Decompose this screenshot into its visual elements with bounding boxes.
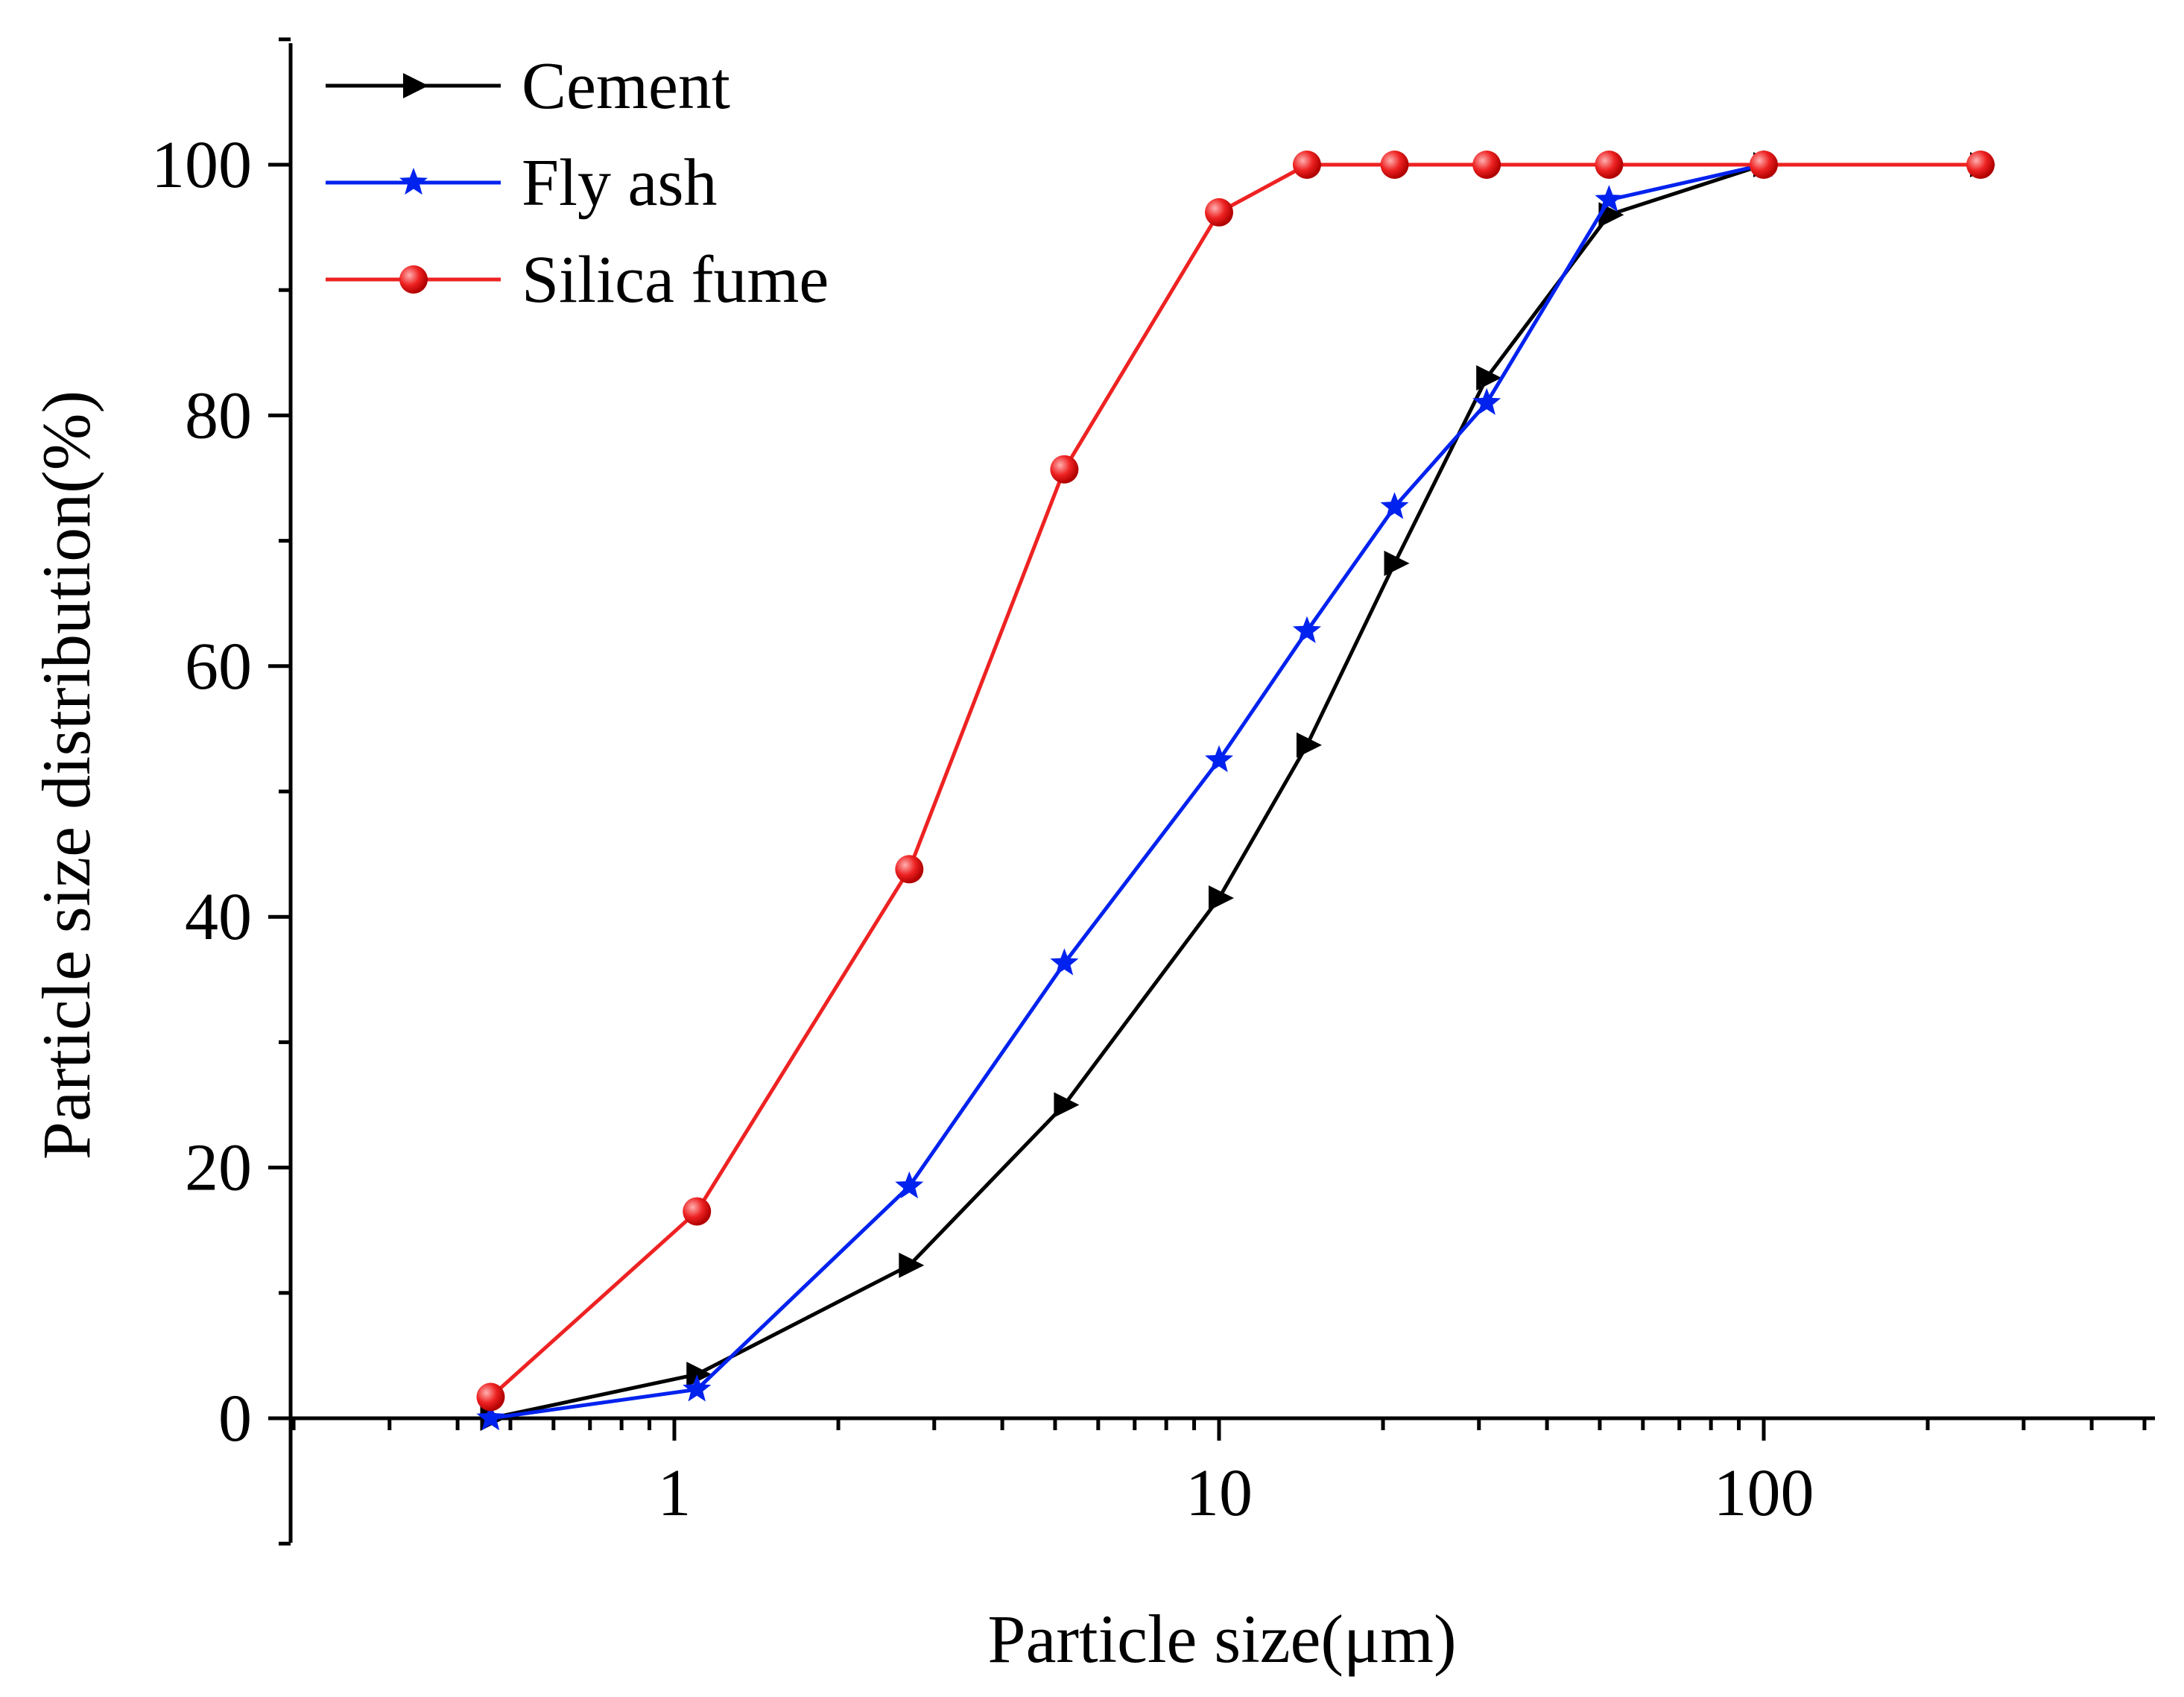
cement-point (1296, 732, 1322, 758)
cement-line (490, 162, 1981, 1421)
cement-point (1054, 1092, 1080, 1118)
silica-fume-series (476, 151, 1995, 1412)
legend-swatch-marker (399, 265, 428, 294)
fly-ash-point (1472, 388, 1501, 415)
silica-fume-point (1380, 151, 1409, 179)
cement-series (480, 152, 1995, 1431)
x-tick-label: 1 (658, 1456, 691, 1530)
fly-ash-point (1050, 948, 1079, 976)
legend-item-fly-ash: Fly ash (326, 146, 718, 220)
silica-fume-line (489, 162, 1981, 1399)
legend-swatch-marker (399, 168, 428, 195)
fly-ash-point (895, 1171, 924, 1198)
fly-ash-point (1380, 492, 1409, 519)
y-tick-label: 20 (185, 1131, 252, 1205)
silica-fume-point (1966, 151, 1995, 179)
fly-ash-point (683, 1374, 712, 1402)
x-tick-labels: 1 10 100 (658, 1456, 1814, 1530)
silica-fume-point (1205, 197, 1233, 227)
cement-point (1209, 885, 1234, 911)
y-ticks (268, 37, 291, 1546)
legend-item-silica-fume: Silica fume (326, 243, 829, 317)
legend-label: Silica fume (522, 243, 829, 317)
silica-fume-point (895, 855, 924, 884)
x-axis-title: Particle size(μm) (987, 1601, 1456, 1677)
cement-point (1476, 364, 1502, 391)
fly-ash-line (490, 162, 1764, 1421)
silica-fume-point (683, 1197, 712, 1226)
y-axis-title: Particle size distribution(%) (28, 391, 104, 1160)
fly-ash-series (476, 150, 1778, 1431)
silica-fume-point (1472, 151, 1501, 179)
legend-item-cement: Cement (326, 49, 730, 123)
silica-fume-point (1292, 151, 1321, 179)
x-tick-label: 100 (1714, 1456, 1814, 1530)
y-tick-labels: 0 20 40 60 80 100 (151, 128, 252, 1456)
silica-fume-point (1750, 151, 1778, 179)
cement-point (686, 1362, 712, 1388)
x-ticks (291, 1418, 2147, 1441)
fly-ash-point (1292, 616, 1321, 643)
fly-ash-point (1205, 745, 1233, 773)
y-tick-label: 100 (151, 128, 252, 202)
fly-ash-point (476, 1403, 505, 1431)
fly-ash-point (1595, 185, 1624, 212)
cement-point (1384, 550, 1410, 576)
legend-swatch-marker (403, 73, 428, 98)
legend-label: Fly ash (522, 146, 718, 220)
silica-fume-point (476, 1382, 505, 1412)
series-layer (476, 150, 1995, 1431)
legend: Cement Fly ash Silica fume (326, 49, 829, 317)
x-tick-label: 10 (1186, 1456, 1253, 1530)
legend-label: Cement (522, 49, 730, 123)
y-tick-label: 40 (185, 880, 252, 954)
silica-fume-point (1050, 455, 1079, 484)
y-tick-label: 80 (185, 379, 252, 452)
y-tick-label: 60 (185, 630, 252, 704)
y-tick-label: 0 (218, 1382, 252, 1456)
silica-fume-point (1595, 151, 1624, 179)
cement-point (899, 1252, 925, 1278)
